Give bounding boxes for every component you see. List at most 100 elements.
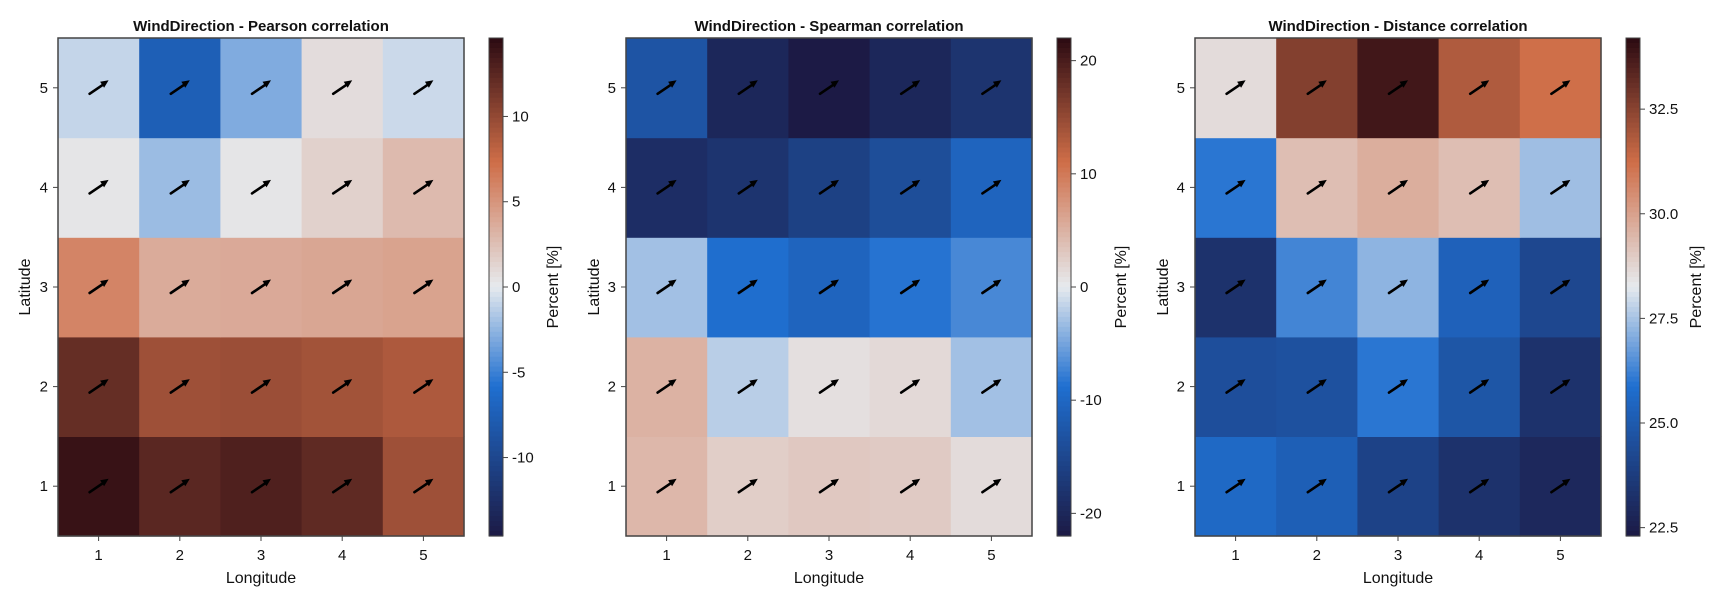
y-ticks: 1 2 3 4 5: [608, 80, 626, 495]
arrow-icon: [981, 478, 1002, 494]
arrow-icon: [1306, 179, 1327, 195]
colorbar-segment: [1057, 267, 1071, 273]
x-tick-label: 3: [825, 547, 833, 564]
arrow-shaft: [899, 282, 917, 295]
arrow-icon: [737, 478, 758, 494]
arrow-icon: [899, 279, 921, 295]
arrow-icon: [88, 80, 109, 96]
x-tick-label: 3: [1394, 547, 1402, 564]
colorbar-segment: [489, 341, 503, 348]
x-tick-label: 2: [176, 547, 184, 564]
arrow-head: [668, 478, 677, 487]
colorbar-segment: [1626, 38, 1640, 44]
arrow-icon: [656, 379, 677, 394]
colorbar-label: Percent [%]: [545, 246, 562, 329]
arrow-icon: [656, 279, 677, 295]
colorbar-segment: [1057, 72, 1071, 79]
x-tick-label: 1: [94, 547, 102, 564]
colorbar-segment: [1626, 192, 1640, 198]
arrow-icon: [413, 80, 434, 96]
colorbar-segment: [489, 207, 503, 213]
chart-title: WindDirection - Pearson correlation: [133, 18, 389, 35]
colorbar-segment: [1057, 331, 1071, 338]
arrow-icon: [331, 279, 353, 295]
arrow-icon: [250, 478, 271, 494]
colorbar-segment: [1626, 102, 1640, 109]
colorbar-segment: [1057, 132, 1071, 139]
colorbar-segment: [1626, 227, 1640, 233]
colorbar-segment: [1057, 167, 1071, 174]
colorbar-segment: [1057, 182, 1071, 188]
y-tick-label: 4: [40, 179, 48, 196]
arrow-icon: [169, 279, 190, 295]
arrow-icon: [1468, 80, 1490, 96]
colorbar-segment: [1626, 526, 1640, 532]
arrow-shaft: [413, 481, 430, 494]
x-axis-label: Longitude: [794, 570, 864, 587]
colorbar-segment: [489, 321, 503, 328]
arrow-shaft: [1387, 481, 1405, 494]
colorbar-label: Percent [%]: [1688, 246, 1705, 329]
colorbar-segment: [1626, 421, 1640, 428]
colorbar-segment: [1626, 87, 1640, 94]
x-tick-label: 4: [1475, 547, 1483, 564]
arrow-head: [424, 478, 434, 487]
arrow-icon: [1550, 379, 1571, 394]
colorbar-segment: [1626, 237, 1640, 243]
colorbar-segment: [489, 102, 503, 109]
colorbar-segment: [1057, 301, 1071, 308]
arrow-head: [830, 478, 839, 487]
arrow-head: [1237, 80, 1246, 88]
colorbar-segment: [1057, 406, 1071, 413]
x-axis-label: Longitude: [1363, 570, 1433, 587]
arrow-head: [830, 80, 839, 88]
colorbar-segment: [1057, 227, 1071, 233]
arrow-shaft: [981, 83, 998, 96]
colorbar-segment: [1057, 411, 1071, 418]
colorbar-segment: [1626, 252, 1640, 258]
colorbar-segment: [1626, 247, 1640, 253]
colorbar-tick-label: 0: [512, 279, 520, 296]
arrow-icon: [818, 279, 839, 295]
arrow-head: [262, 279, 271, 287]
arrow-shaft: [1387, 282, 1405, 295]
arrow-icon: [1387, 478, 1408, 494]
arrow-head: [1237, 179, 1246, 188]
colorbar-segment: [1057, 67, 1071, 74]
colorbar-tick-label: 30.0: [1649, 206, 1678, 223]
arrow-head: [668, 179, 677, 188]
colorbar-segment: [489, 287, 503, 293]
colorbar-segment: [1057, 306, 1071, 313]
arrow-head: [343, 279, 353, 287]
arrow-icon: [1468, 279, 1490, 295]
arrow-icon: [1550, 179, 1571, 195]
arrow-icon: [1225, 80, 1246, 96]
colorbar-segment: [489, 401, 503, 408]
colorbar-segment: [1626, 212, 1640, 218]
colorbar-segment: [1057, 187, 1071, 193]
arrow-icon: [413, 279, 434, 295]
arrow-head: [830, 179, 839, 188]
colorbar-segment: [1057, 157, 1071, 164]
colorbar-segment: [1057, 501, 1071, 507]
arrow-shaft: [818, 182, 836, 195]
arrow-icon: [981, 379, 1002, 394]
colorbar-segment: [489, 132, 503, 139]
colorbar-segment: [1626, 326, 1640, 333]
colorbar-segment: [1626, 282, 1640, 288]
arrow-shaft: [169, 182, 187, 195]
colorbar-ticks: 22.5 25.0 27.5 30.0 32.5: [1640, 101, 1678, 537]
colorbar-segment: [1626, 471, 1640, 477]
colorbar-segment: [1626, 287, 1640, 293]
y-tick-label: 4: [1177, 179, 1185, 196]
arrow-shaft: [88, 481, 105, 494]
colorbar-segment: [1626, 152, 1640, 159]
colorbar-segment: [1057, 446, 1071, 452]
arrow-shaft: [1225, 182, 1242, 195]
colorbar-segment: [489, 202, 503, 208]
colorbar-segment: [489, 316, 503, 323]
arrow-head: [1399, 279, 1408, 287]
colorbar-segment: [1057, 361, 1071, 368]
colorbar-segment: [1057, 282, 1071, 288]
